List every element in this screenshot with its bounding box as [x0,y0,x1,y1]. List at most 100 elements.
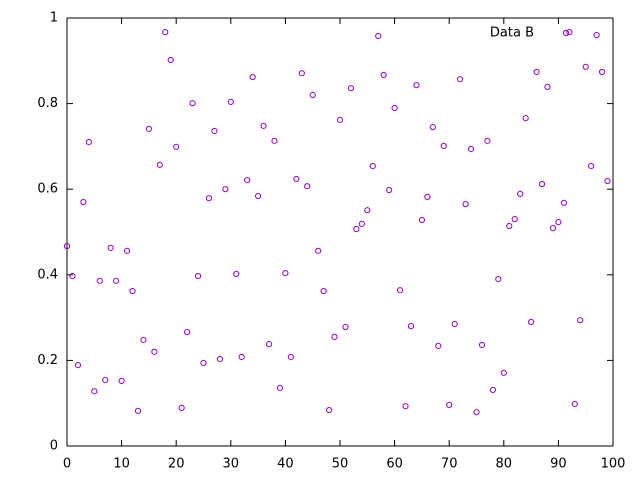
legend-label: Data B [490,26,534,41]
point [222,186,229,193]
point [85,139,92,146]
y-tick-label: 0.2 [37,353,58,368]
point [511,216,518,223]
point [156,161,163,168]
point [588,162,595,170]
point [107,244,114,251]
point [304,183,311,190]
point [80,198,87,206]
point [249,73,256,81]
point [134,407,142,415]
point [566,29,573,36]
point [549,225,557,232]
point [369,162,376,170]
point [276,384,284,391]
point [440,142,447,150]
point [593,32,600,39]
point [457,76,464,83]
point [473,409,480,416]
point [238,353,245,361]
point [495,275,502,283]
point [386,186,393,194]
point [162,29,169,36]
y-tick-label: 0.4 [37,267,58,282]
point [205,195,213,202]
point [129,287,136,295]
point [102,376,109,384]
x-tick-label: 80 [496,457,513,472]
point [178,404,185,412]
point [391,104,398,111]
point [353,225,360,233]
y-tick-label: 0.8 [37,96,58,111]
point [63,243,71,250]
point [446,401,453,409]
legend-marker [562,29,570,37]
point [506,222,513,230]
point [342,323,349,331]
point [69,272,76,280]
point [364,207,371,214]
point [375,32,382,40]
point [216,356,223,363]
point [462,201,469,208]
point [533,68,540,76]
point [271,137,278,144]
point [555,219,562,226]
point [604,177,611,185]
point [287,353,294,361]
point [538,180,546,188]
point [336,116,344,123]
point [255,192,262,200]
point [244,177,251,184]
point [413,82,420,89]
plot-border [66,17,614,447]
point [402,403,409,410]
x-tick-label: 10 [113,457,130,472]
point [118,377,125,385]
y-tick-label: 0 [50,439,58,454]
point [418,216,425,224]
point [582,63,589,70]
point [484,137,491,144]
point [200,359,207,367]
point [293,175,300,183]
point [560,199,567,206]
point [358,220,365,227]
x-tick-label: 20 [168,457,185,472]
point [151,348,158,355]
point [451,320,458,328]
point [489,386,496,394]
point [429,124,436,131]
point [467,145,475,153]
x-tick-label: 50 [332,457,349,472]
point [544,83,551,91]
point [424,193,431,201]
point [331,333,338,340]
point [325,406,333,414]
x-tick-label: 70 [441,457,458,472]
point [91,388,98,395]
point [396,287,404,294]
x-tick-label: 40 [277,457,294,472]
point [282,269,289,277]
point [227,98,234,105]
point [173,143,180,150]
point [598,68,606,76]
x-tick-label: 30 [223,457,240,472]
point [517,190,524,198]
x-tick-label: 60 [386,457,403,472]
y-tick-label: 1 [50,11,58,26]
point [167,56,174,64]
point [211,127,218,135]
point [145,125,152,132]
point [571,400,578,408]
point [435,342,442,349]
x-tick-label: 0 [63,457,71,472]
point [189,100,196,107]
x-tick-label: 90 [550,457,567,472]
point [528,318,535,325]
point [140,336,147,343]
point [233,270,240,278]
